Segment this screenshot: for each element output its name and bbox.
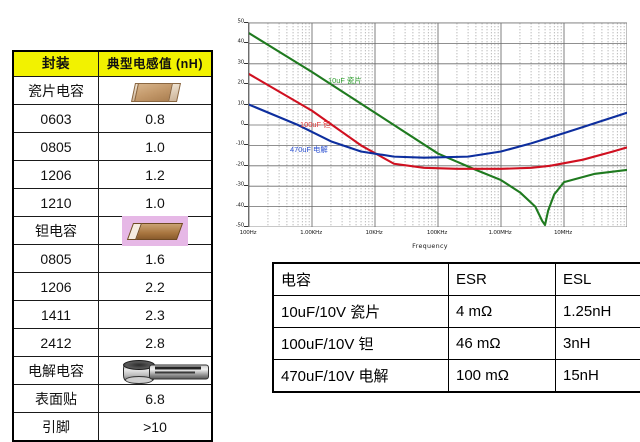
package-name-cell: 0805 <box>13 245 99 273</box>
component-image-cell <box>99 217 213 245</box>
y-axis-tick-mark <box>244 165 248 166</box>
esl-cell: 1.25nH <box>556 296 640 328</box>
x-axis-title: Frequency <box>228 242 632 250</box>
inductance-value-cell: 1.0 <box>99 133 213 161</box>
package-name-cell: 0603 <box>13 105 99 133</box>
esr-header-capacitor: 电容 <box>273 263 449 296</box>
series-annotation-label: 100uF 钽 <box>300 121 330 128</box>
package-name-cell: 1206 <box>13 161 99 189</box>
esr-header-esl: ESL <box>556 263 640 296</box>
inductance-value-cell: >10 <box>99 413 213 442</box>
package-table-header-row: 封装 典型电感值 (nH) <box>13 51 212 77</box>
y-axis-tick-label: 20 <box>230 80 244 85</box>
y-axis-tick-label: -10 <box>230 142 244 147</box>
y-axis-tick-mark <box>244 22 248 23</box>
tantalum-capacitor-icon <box>122 216 188 246</box>
esr-table-header-row: 电容 ESR ESL <box>273 263 640 296</box>
package-name-cell: 1411 <box>13 301 99 329</box>
y-axis-tick-label: 50 <box>230 19 244 24</box>
inductance-value-cell: 0.8 <box>99 105 213 133</box>
y-axis-tick-mark <box>244 104 248 105</box>
y-axis-tick-mark <box>244 42 248 43</box>
inductance-value-cell: 2.8 <box>99 329 213 357</box>
esr-cell: 46 mΩ <box>449 328 556 360</box>
capacitor-cell: 470uF/10V 电解 <box>273 360 449 393</box>
package-name-cell: 表面贴 <box>13 385 99 413</box>
inductance-value-cell: 6.8 <box>99 385 213 413</box>
package-name-cell: 1210 <box>13 189 99 217</box>
inductance-value-cell: 2.3 <box>99 301 213 329</box>
y-axis-tick-label: -20 <box>230 162 244 167</box>
table-row: 瓷片电容 <box>13 77 212 105</box>
y-axis-tick-mark <box>244 83 248 84</box>
y-axis-tick-label: 40 <box>230 40 244 45</box>
axial-capacitor-icon <box>149 362 207 379</box>
esl-cell: 15nH <box>556 360 640 393</box>
series-annotation-label: 10uF 瓷片 <box>328 77 362 84</box>
y-axis-tick-label: 30 <box>230 60 244 65</box>
x-axis-tick-label: 100Hz <box>240 231 257 237</box>
esr-cell: 100 mΩ <box>449 360 556 393</box>
x-axis-tick-label: 10KHz <box>366 231 383 237</box>
y-axis-tick-mark <box>244 185 248 186</box>
y-axis-tick-mark <box>244 226 248 227</box>
package-table-header-inductance: 典型电感值 (nH) <box>99 51 213 77</box>
x-axis-tick-label: 1.00KHz <box>300 231 322 237</box>
esl-cell: 3nH <box>556 328 640 360</box>
y-axis-tick-label: 10 <box>230 101 244 106</box>
table-row: 钽电容 <box>13 217 212 245</box>
x-axis-tick-label: 1.00MHz <box>488 231 511 237</box>
x-axis-tick-label: 10MHz <box>554 231 572 237</box>
table-row: 引脚>10 <box>13 413 212 442</box>
y-axis-tick-mark <box>244 206 248 207</box>
package-name-cell: 电解电容 <box>13 357 99 385</box>
package-name-cell: 引脚 <box>13 413 99 442</box>
series-annotation-label: 470uF 电解 <box>290 146 328 153</box>
table-row: 电解电容 <box>13 357 212 385</box>
package-name-cell: 0805 <box>13 133 99 161</box>
inductance-value-cell: 2.2 <box>99 273 213 301</box>
y-axis-tick-label: -50 <box>230 223 244 228</box>
package-name-cell: 1206 <box>13 273 99 301</box>
inductance-value-cell: 1.6 <box>99 245 213 273</box>
capacitor-cell: 100uF/10V 钽 <box>273 328 449 360</box>
inductance-value-cell: 1.2 <box>99 161 213 189</box>
y-axis-tick-mark <box>244 63 248 64</box>
component-image-cell <box>99 357 213 385</box>
y-axis-tick-mark <box>244 124 248 125</box>
y-axis-tick-label: 0 <box>230 121 244 126</box>
package-name-cell: 钽电容 <box>13 217 99 245</box>
inductance-value-cell: 1.0 <box>99 189 213 217</box>
esr-header-esr: ESR <box>449 263 556 296</box>
esr-cell: 4 mΩ <box>449 296 556 328</box>
ceramic-capacitor-icon <box>132 80 178 102</box>
y-axis-tick-mark <box>244 144 248 145</box>
x-axis-tick-label: 100KHz <box>427 231 447 237</box>
y-axis-tick-label: -40 <box>230 203 244 208</box>
package-name-cell: 2412 <box>13 329 99 357</box>
component-image-cell <box>99 77 213 105</box>
y-axis-tick-label: -30 <box>230 182 244 187</box>
package-table-header-package: 封装 <box>13 51 99 77</box>
capacitor-cell: 10uF/10V 瓷片 <box>273 296 449 328</box>
package-name-cell: 瓷片电容 <box>13 77 99 105</box>
